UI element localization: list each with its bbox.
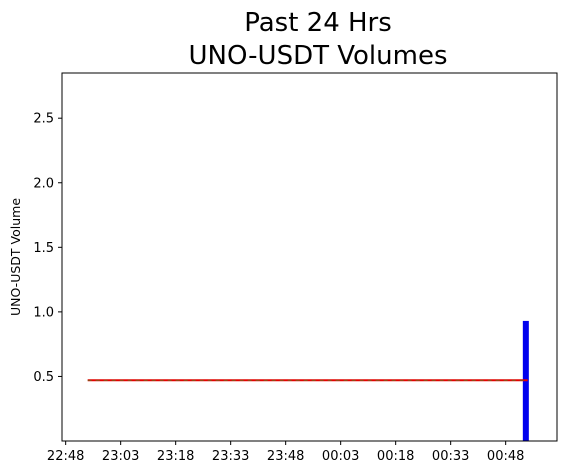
x-tick-label-3: 23:33 [212,449,249,464]
plot-frame [61,72,558,442]
x-tick-label-8: 00:48 [487,449,524,464]
x-tick-label-1: 23:03 [102,449,139,464]
y-tick-label-1: 1.0 [33,305,54,320]
y-tick-label-2: 1.5 [33,241,54,256]
x-tick-label-4: 23:48 [267,449,304,464]
x-tick-label-6: 00:18 [377,449,414,464]
x-tick-label-7: 00:33 [432,449,469,464]
y-tick-label-4: 2.5 [33,112,54,127]
y-axis-label: UNO-USDT Volume [8,198,23,316]
y-tick-label-0: 0.5 [33,370,54,385]
chart-title-line-1: Past 24 Hrs [244,8,392,38]
x-tick-label-2: 23:18 [157,449,194,464]
x-tick-label-5: 00:03 [322,449,359,464]
plot-area: 0.5 1.0 1.5 2.0 2.5 22:48 23:03 23:18 23:33 23:48… [33,72,558,464]
x-tick-label-0: 22:48 [47,449,84,464]
chart-title-line-2: UNO-USDT Volumes [189,41,448,71]
y-tick-label-3: 2.0 [33,176,54,191]
